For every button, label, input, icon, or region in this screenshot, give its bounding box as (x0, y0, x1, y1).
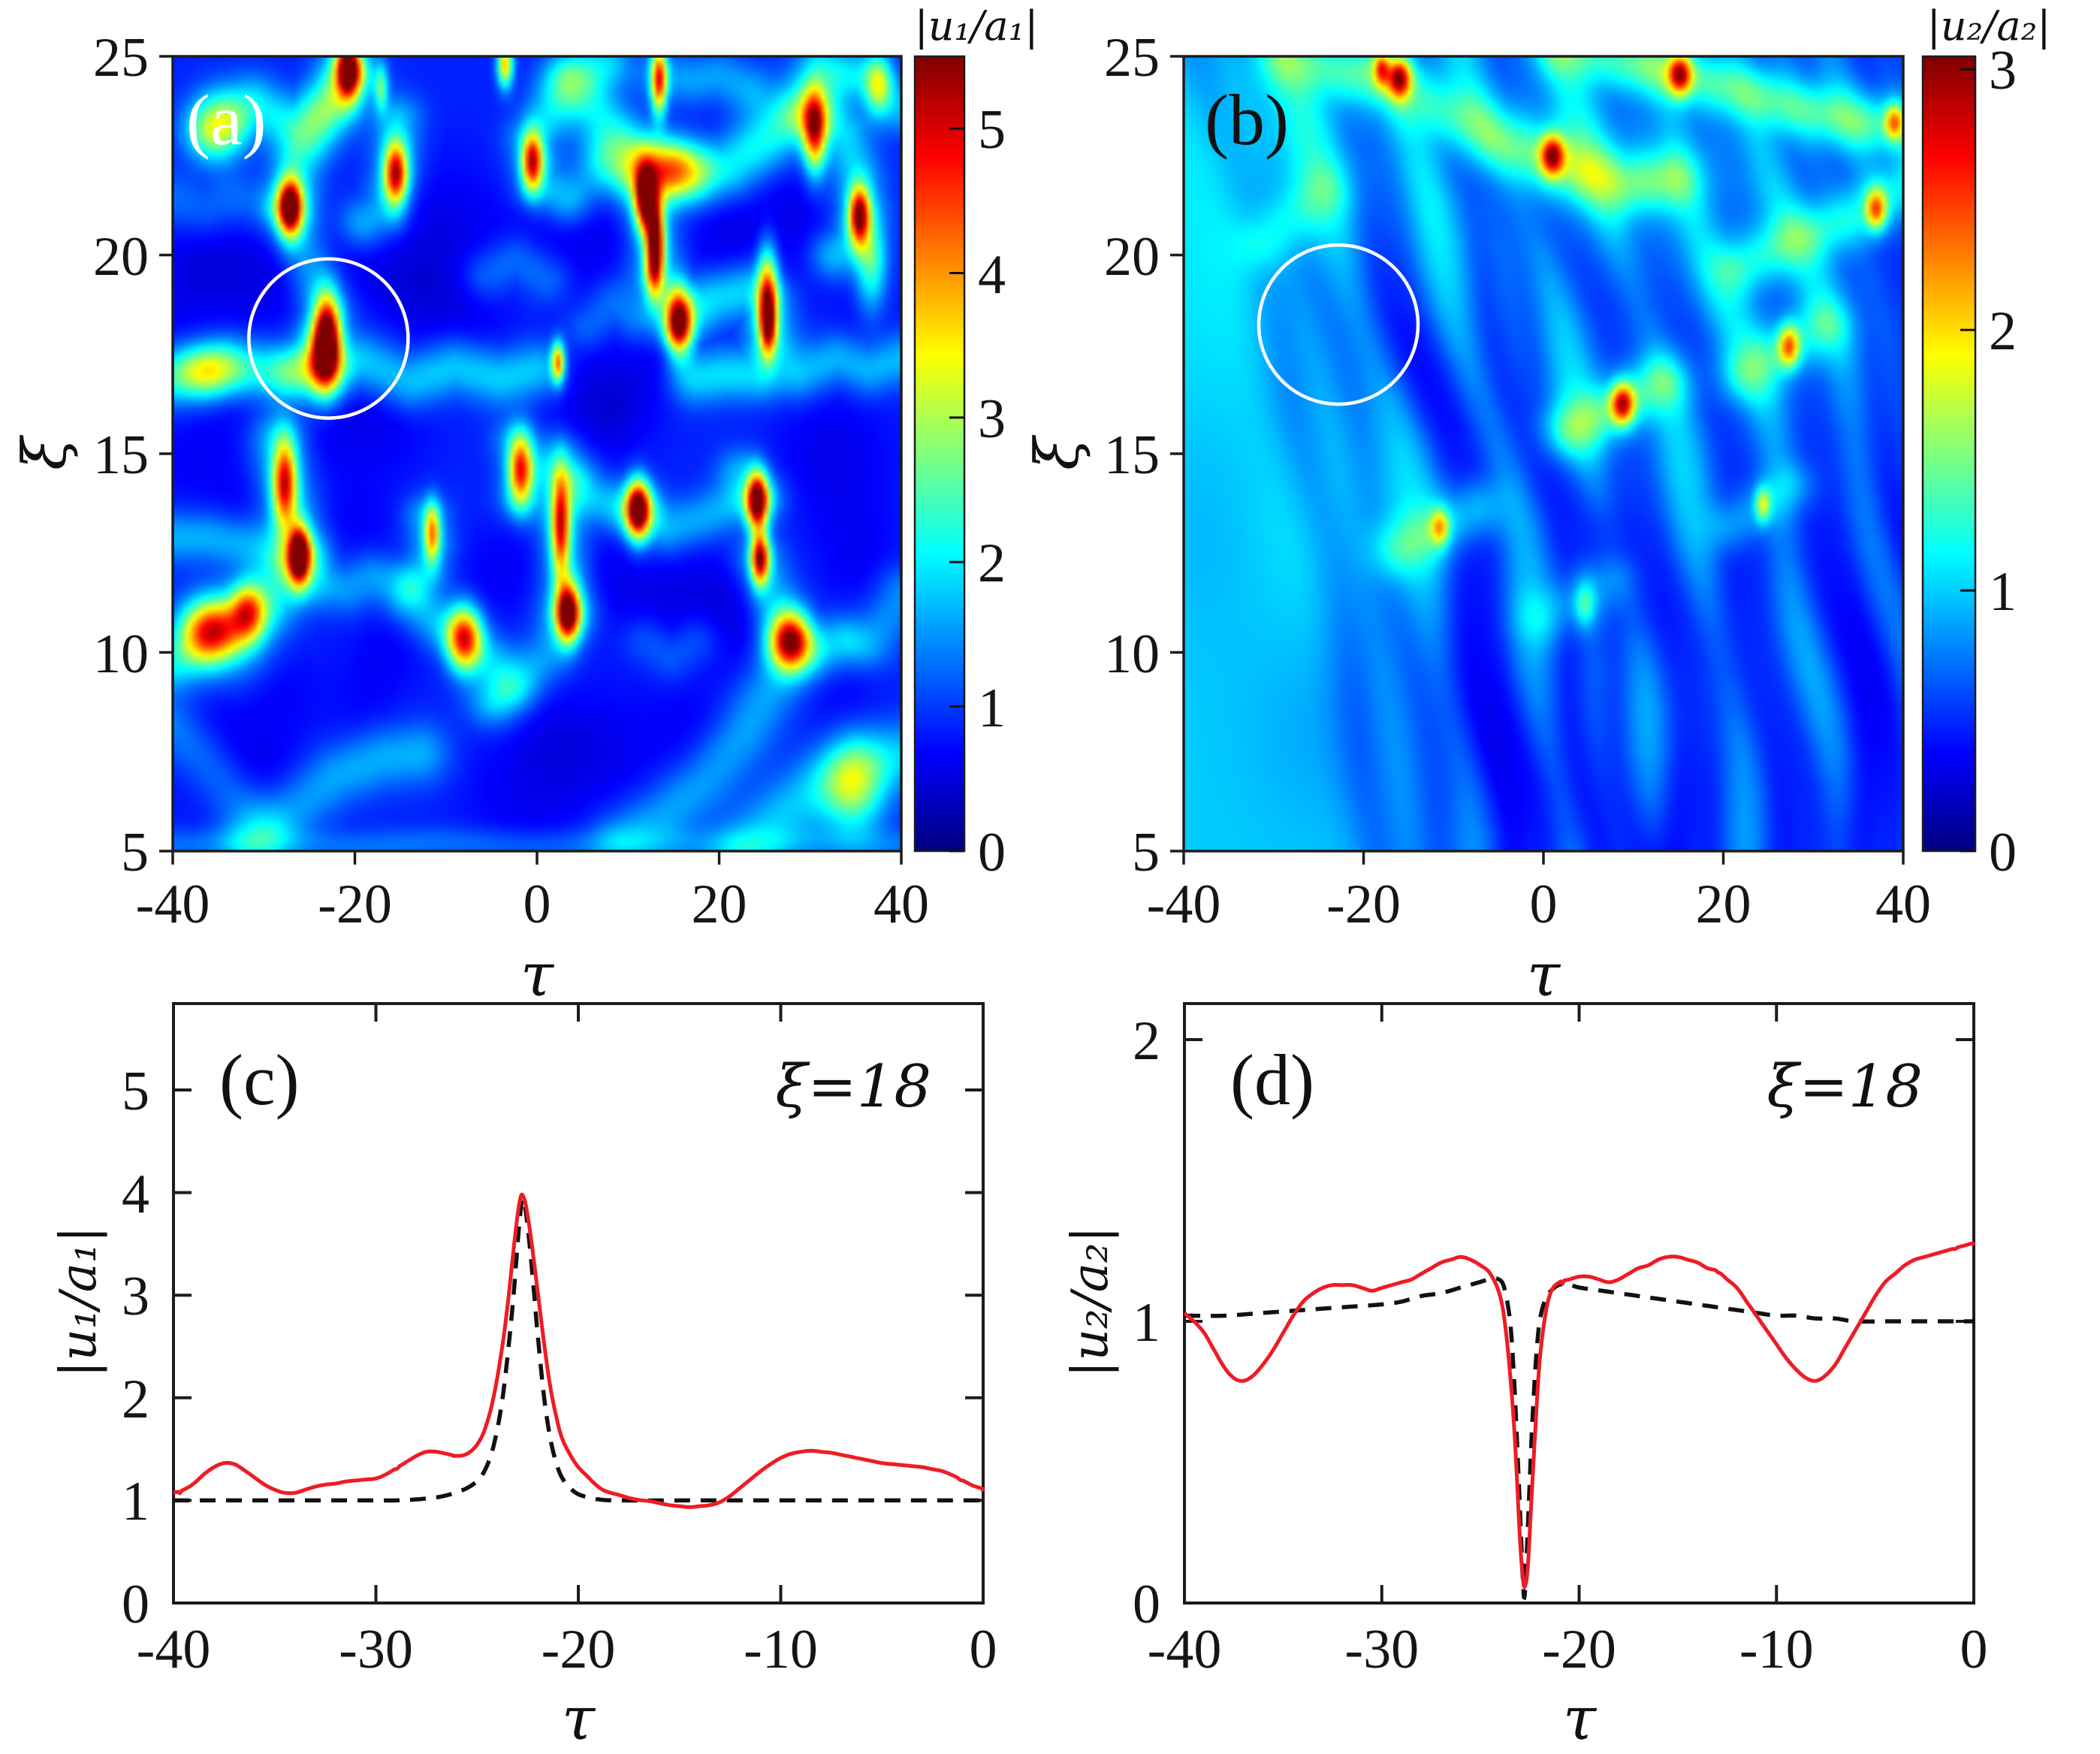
b-y-tick-label: 20 (1104, 225, 1160, 288)
heatmap-a-canvas (173, 56, 901, 851)
d-y-tick-label: 1 (1133, 1292, 1160, 1354)
b-colorbar-tick-label: 2 (1989, 300, 2017, 363)
c-x-tick-label: -40 (136, 1619, 211, 1680)
d-x-tick-label: 0 (1960, 1619, 1988, 1680)
d-x-tick-label: -10 (1739, 1619, 1814, 1680)
c-y-tick-label: 3 (122, 1266, 149, 1328)
panel-b-xlabel: τ (1526, 940, 1561, 1010)
panel-d-xlabel: τ (1562, 1683, 1597, 1753)
a-colorbar-tick-label: 4 (978, 243, 1006, 306)
c-y-tick-label: 5 (122, 1061, 149, 1122)
c-x-tick-label: -10 (744, 1619, 818, 1680)
panel-c-xlabel: τ (561, 1683, 596, 1753)
c-x-tick-label: -30 (339, 1619, 413, 1680)
colorbar-b-title: |u₂/a₂| (1927, 2, 2051, 50)
a-y-tick-label: 25 (93, 27, 149, 89)
d-y-tick-label: 2 (1133, 1010, 1160, 1072)
b-y-tick-label: 10 (1104, 623, 1160, 685)
d-x-tick-label: -40 (1147, 1619, 1222, 1680)
c-y-tick-label: 4 (122, 1163, 149, 1225)
heatmap-b-canvas (1184, 56, 1903, 851)
b-x-tick-label: 20 (1695, 874, 1752, 935)
dashed-curve (1184, 1276, 1974, 1601)
b-colorbar-tick-label: 0 (1989, 822, 2017, 883)
panel-d-letter: (d) (1230, 1040, 1314, 1120)
d-x-tick-label: -20 (1542, 1619, 1616, 1680)
colorbar-a-title: |u₁/a₁| (914, 2, 1039, 50)
c-y-tick-label: 0 (122, 1574, 149, 1635)
panel-c-annotation: ξ=18 (775, 1053, 931, 1121)
panel-a-letter: (a) (186, 80, 267, 160)
a-y-tick-label: 10 (93, 623, 149, 685)
a-x-tick-label: -20 (318, 874, 392, 935)
a-colorbar-tick-label: 3 (978, 388, 1006, 450)
a-x-tick-label: 0 (523, 874, 551, 935)
panel-c-letter: (c) (219, 1040, 300, 1120)
panel-a-xlabel: τ (520, 940, 554, 1010)
c-x-tick-label: -20 (541, 1619, 616, 1680)
red-curve (173, 1192, 985, 1509)
panel-d-annotation: ξ=18 (1767, 1053, 1923, 1121)
panel-b-letter: (b) (1205, 80, 1289, 160)
b-colorbar-tick-label: 1 (1989, 561, 2017, 623)
colorbar-b-canvas (1923, 56, 1975, 851)
b-x-tick-label: -20 (1326, 874, 1401, 935)
b-y-tick-label: 25 (1104, 27, 1160, 89)
a-x-tick-label: 20 (691, 874, 747, 935)
b-x-tick-label: 40 (1875, 874, 1931, 935)
a-x-tick-label: -40 (135, 874, 210, 935)
a-y-tick-label: 5 (121, 822, 149, 883)
c-y-tick-label: 2 (122, 1368, 149, 1430)
d-x-tick-label: -30 (1344, 1619, 1420, 1680)
dashed-curve (173, 1196, 983, 1503)
b-colorbar-tick-label: 3 (1989, 40, 2017, 102)
a-x-tick-label: 40 (873, 874, 929, 935)
a-y-tick-label: 20 (93, 225, 149, 288)
b-y-tick-label: 15 (1104, 424, 1160, 486)
b-x-tick-label: -40 (1146, 874, 1221, 935)
a-colorbar-tick-label: 1 (978, 677, 1006, 739)
a-colorbar-tick-label: 0 (978, 822, 1006, 883)
b-x-tick-label: 0 (1529, 874, 1558, 935)
a-colorbar-tick-label: 5 (978, 99, 1006, 162)
d-y-tick-label: 0 (1133, 1574, 1160, 1635)
red-curve (1183, 1241, 1976, 1589)
a-colorbar-tick-label: 2 (978, 533, 1006, 595)
b-y-tick-label: 5 (1132, 822, 1160, 883)
c-y-tick-label: 1 (122, 1471, 149, 1533)
colorbar-a-canvas (915, 56, 964, 851)
c-x-tick-label: 0 (969, 1619, 997, 1680)
a-y-tick-label: 15 (93, 424, 149, 486)
